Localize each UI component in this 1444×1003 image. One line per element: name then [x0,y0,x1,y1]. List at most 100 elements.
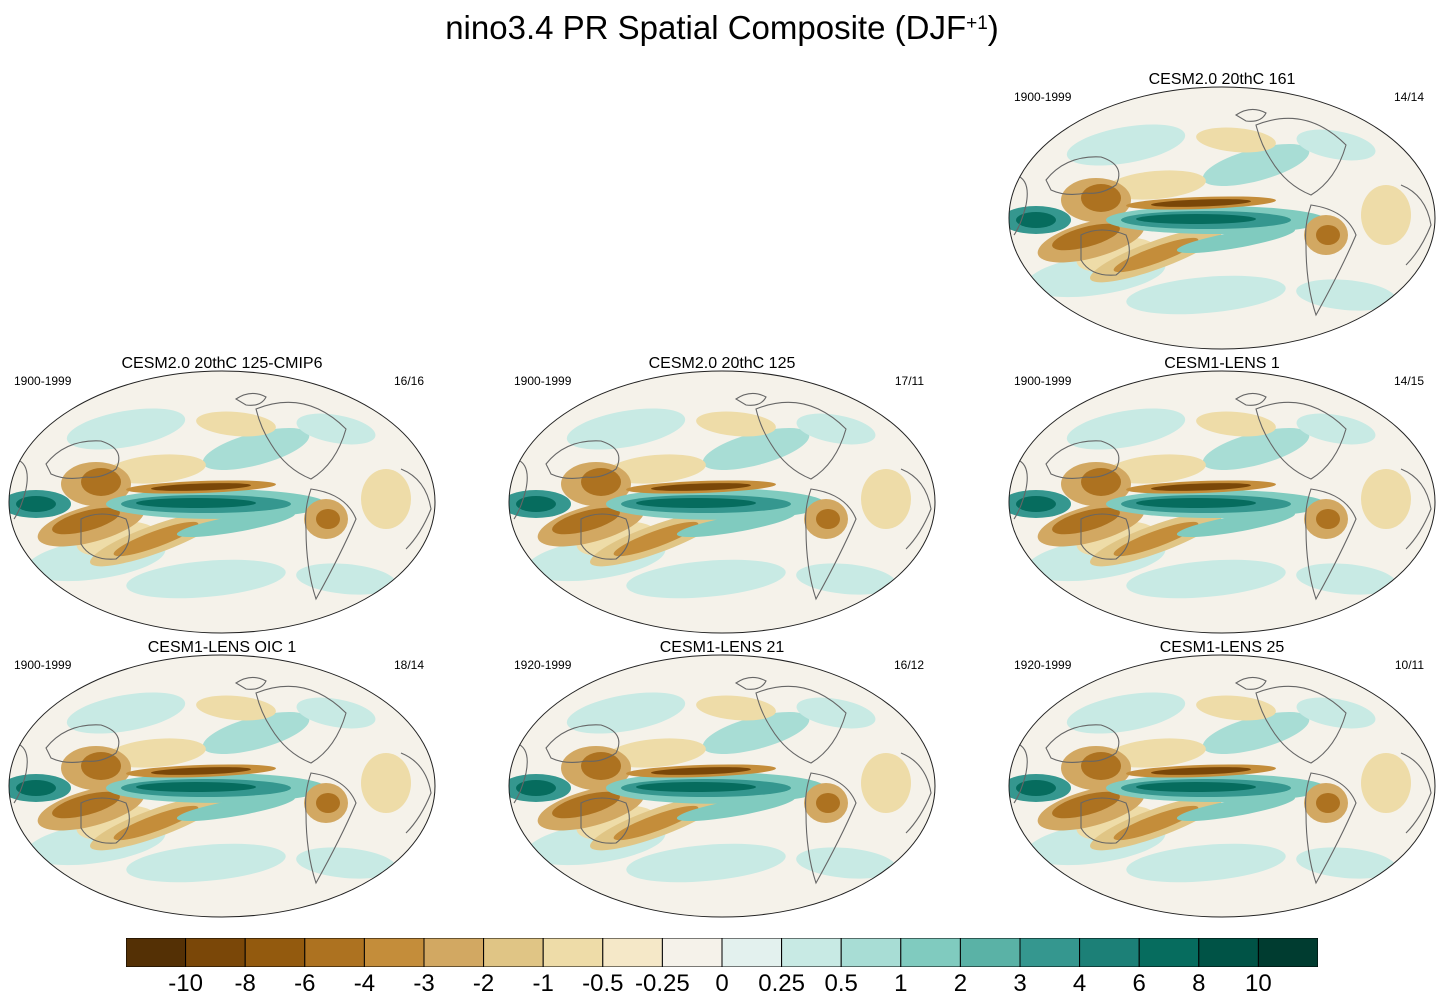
arctic-island-coastline [234,392,267,406]
panel-count: 10/11 [1394,658,1424,672]
anomaly-patch [202,427,310,471]
colorbar-swatch [304,938,365,967]
asia-coastline [545,724,620,764]
panel-title: CESM1-LENS 25 [1159,639,1285,656]
anomaly-patch [1296,563,1396,595]
anomaly-patch [1196,411,1276,437]
panel-count: 16/16 [393,374,424,388]
anomaly-patch [516,496,556,512]
colorbar-swatch [542,938,604,967]
anomaly-patch [1136,498,1256,508]
anomaly-patch [316,793,340,813]
anomaly-patch [796,413,876,445]
panel-title: CESM2.0 20thC 125 [648,355,796,372]
anomaly-patch [1296,697,1376,729]
south-america-coastline [1305,772,1357,885]
anomaly-patch [1151,767,1251,775]
anomaly-patch [113,805,199,841]
map-panel-cesm1-lens-oic-1: CESM1-LENS OIC 1 1900-1999 18/14 [6,639,438,921]
anomaly-patch [176,794,296,822]
panel-years: 1900-1999 [1014,90,1072,104]
anomaly-patch [66,408,186,450]
anomaly-patch [81,468,121,496]
asia-coastline [1045,724,1120,764]
anomaly-patch [676,794,796,822]
colorbar-tick-label: -10 [168,970,203,997]
arctic-island-coastline [1234,108,1267,122]
robinson-map [1008,370,1436,634]
north-america-coastline [1255,685,1347,764]
anomaly-patch [202,711,310,755]
panel-title: CESM1-LENS OIC 1 [147,639,297,656]
anomaly-patch [1151,199,1251,207]
anomaly-patch [1126,559,1286,599]
anomaly-patch [316,509,340,529]
australia-coastline [1080,797,1130,844]
colorbar-tick-label: 8 [1192,970,1206,997]
robinson-map [8,654,436,918]
asia-coastline [545,440,620,480]
anomaly-patch [796,697,876,729]
africa-coastline [513,742,528,804]
asia-coastline [1045,440,1120,480]
colorbar-tick-label: -3 [413,970,435,997]
robinson-map [1008,654,1436,918]
arctic-island-coastline [1234,392,1267,406]
africa-west-coastline [1400,184,1432,266]
anomaly-patch [1081,184,1121,212]
anomaly-patch [1066,692,1186,734]
map-border [8,654,436,918]
anomaly-patch [796,563,896,595]
anomaly-patch [1066,124,1186,166]
anomaly-patch [66,692,186,734]
anomaly-patch [296,413,376,445]
map-border [1008,370,1436,634]
anomaly-patch [106,738,206,768]
colorbar-swatch [126,938,187,967]
anomaly-patch [1016,212,1056,228]
anomaly-patch [1202,711,1310,755]
anomaly-patch [1361,753,1411,813]
anomaly-patch [1081,468,1121,496]
map-border [1008,654,1436,918]
anomaly-patch [1106,170,1206,200]
anomaly-patch [1136,214,1256,224]
colorbar-swatch [661,938,723,967]
panel-years: 1920-1999 [1014,658,1072,672]
colorbar-tick-label: 0 [715,970,729,997]
panel-title: CESM1-LENS 1 [1164,355,1280,372]
anomaly-patch [1136,782,1256,792]
australia-coastline [1080,513,1130,560]
map-border [8,370,436,634]
anomaly-patch [1176,510,1296,538]
anomaly-patch [1296,847,1396,879]
africa-west-coastline [1400,468,1432,550]
anomaly-patch [613,805,699,841]
anomaly-patch [651,483,751,491]
map-panel-cesm2-161: CESM2.0 20thC 161 1900-1999 14/14 [1006,71,1438,353]
panel-years: 1900-1999 [514,374,572,388]
anomaly-patch [1296,413,1376,445]
robinson-map [508,654,936,918]
colorbar-tick-label: 4 [1072,970,1087,997]
panel-years: 1920-1999 [514,658,572,672]
anomaly-patch [126,843,286,883]
arctic-island-coastline [734,676,767,690]
anomaly-patch [136,498,256,508]
colorbar-swatch [721,938,783,967]
anomaly-patch [1202,427,1310,471]
anomaly-patch [1176,794,1296,822]
asia-coastline [45,440,120,480]
map-panel-cesm1-lens-25: CESM1-LENS 25 1920-1999 10/11 [1006,639,1438,921]
anomaly-patch [1081,752,1121,780]
map-panel-cesm1-lens-21: CESM1-LENS 21 1920-1999 16/12 [506,639,938,921]
africa-coastline [13,458,28,520]
africa-coastline [1013,458,1028,520]
colorbar-tick-label: -1 [532,970,554,997]
africa-coastline [1013,742,1028,804]
colorbar-swatch [244,938,306,967]
anomaly-patch [151,767,251,775]
north-america-coastline [1255,117,1347,196]
anomaly-patch [816,509,840,529]
colorbar-tick-label: -2 [472,970,495,997]
